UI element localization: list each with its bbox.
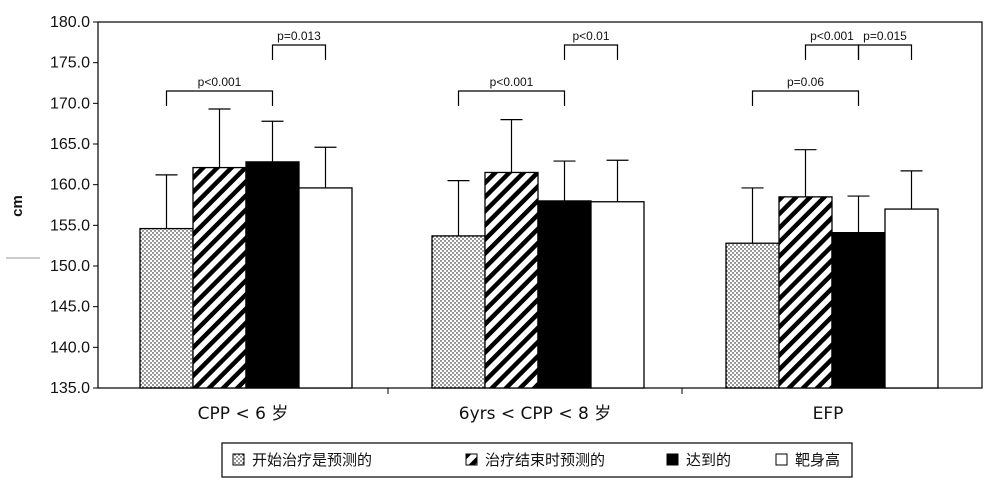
category-label: CPP < 6 岁 (198, 404, 289, 424)
y-axis-label: cm (9, 195, 26, 217)
p-value-label: p<0.001 (198, 75, 242, 89)
legend-label: 达到的 (686, 451, 731, 469)
p-value-label: p=0.015 (863, 29, 907, 43)
significance-bracket (271, 44, 327, 60)
p-value-label: p<0.001 (810, 29, 854, 43)
legend-label: 靶身高 (795, 451, 840, 469)
legend-swatch (775, 453, 788, 466)
bar (590, 201, 645, 389)
y-tick-label: 145.0 (50, 299, 90, 316)
p-value-label: p<0.01 (572, 29, 609, 43)
legend-swatch (232, 453, 245, 466)
y-tick-label: 140.0 (50, 339, 90, 356)
legend-label: 开始治疗是预测的 (252, 451, 372, 469)
category-label: 6yrs < CPP < 8 岁 (459, 404, 611, 424)
legend-box (221, 442, 853, 478)
bar (245, 161, 300, 389)
y-tick-label: 150.0 (50, 258, 90, 275)
bar (725, 242, 780, 389)
bar (298, 187, 353, 389)
category-label: EFP (813, 404, 844, 424)
legend-swatch (666, 453, 679, 466)
significance-bracket (457, 90, 566, 106)
bar (139, 227, 194, 389)
bar (537, 200, 592, 389)
legend-label: 治疗结束时预测的 (485, 451, 605, 469)
bar (431, 235, 486, 389)
p-value-label: p=0.06 (787, 75, 824, 89)
significance-bracket (165, 90, 274, 106)
significance-bracket (751, 90, 860, 106)
bar (484, 171, 539, 389)
y-tick-label: 170.0 (50, 95, 90, 112)
y-tick-label: 165.0 (50, 136, 90, 153)
bar (831, 232, 886, 389)
y-tick-label: 180.0 (50, 14, 90, 31)
significance-bracket (804, 44, 860, 60)
p-value-label: p<0.001 (490, 75, 534, 89)
significance-bracket (563, 44, 619, 60)
bar (884, 208, 939, 389)
significance-bracket (857, 44, 913, 60)
y-tick-label: 175.0 (50, 55, 90, 72)
y-tick-label: 160.0 (50, 177, 90, 194)
p-value-label: p=0.013 (277, 29, 321, 43)
legend-swatch (465, 453, 478, 466)
bar (192, 166, 247, 389)
y-tick-label: 155.0 (50, 217, 90, 234)
bar (778, 196, 833, 389)
y-tick-label: 135.0 (50, 380, 90, 397)
